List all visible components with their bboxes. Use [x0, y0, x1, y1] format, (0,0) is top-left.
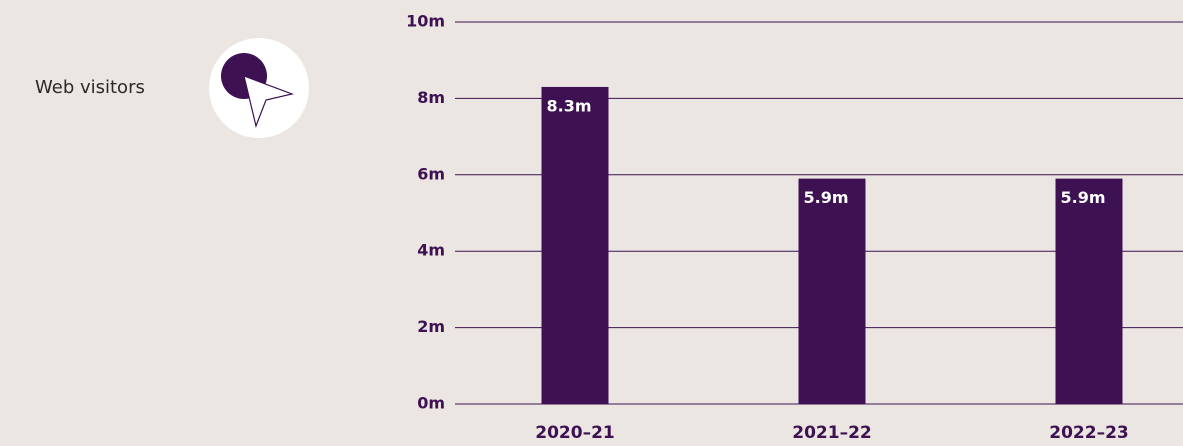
value-label: 5.9m	[1061, 188, 1106, 207]
bar	[1055, 178, 1123, 404]
y-tick-label: 0m	[417, 394, 445, 413]
icon-pointer	[243, 75, 295, 129]
y-tick-label: 4m	[417, 241, 445, 260]
y-tick-label: 8m	[417, 88, 445, 107]
bar	[798, 178, 866, 404]
bar	[541, 86, 609, 404]
x-tick-label: 2021–22	[792, 423, 871, 443]
y-tick-label: 10m	[406, 12, 445, 31]
value-label: 5.9m	[804, 188, 849, 207]
icon	[209, 38, 309, 138]
y-tick-label: 6m	[417, 164, 445, 183]
value-label: 8.3m	[547, 96, 592, 115]
x-tick-label: 2022–23	[1049, 423, 1128, 443]
y-tick-label: 2m	[417, 317, 445, 336]
x-tick-label: 2020–21	[535, 423, 614, 443]
chart-title: Web visitors	[35, 77, 145, 98]
